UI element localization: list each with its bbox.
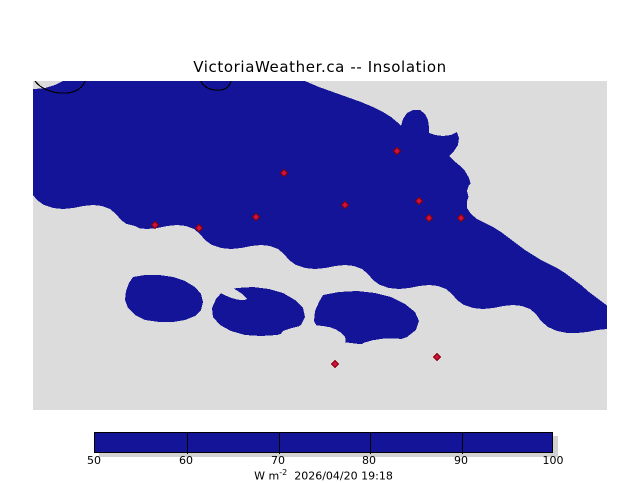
colorbar[interactable]: 50 60 70 80 90 100 W m-2 2026/04/20 19:18 [87, 432, 564, 483]
colorbar-tick [187, 433, 188, 454]
station-marker[interactable] [194, 223, 204, 233]
station-marker[interactable] [340, 200, 350, 210]
coastline-detail [88, 223, 429, 370]
station-marker[interactable] [392, 146, 402, 156]
station-marker[interactable] [432, 352, 442, 362]
station-marker[interactable] [414, 196, 424, 206]
colorbar-tick-label: 70 [271, 454, 285, 467]
units-exponent: -2 [279, 468, 288, 477]
colorbar-tick-label: 90 [454, 454, 468, 467]
colorbar-tick-label: 50 [87, 454, 101, 467]
colorbar-tick [279, 433, 280, 454]
map-plot-area[interactable] [33, 81, 607, 410]
colorbar-gradient[interactable] [94, 432, 553, 454]
colorbar-tick-label: 100 [542, 454, 564, 467]
colorbar-tick-label: 60 [179, 454, 193, 467]
map-graphic [33, 81, 607, 410]
station-marker[interactable] [424, 213, 434, 223]
station-markers[interactable] [150, 146, 466, 369]
colorbar-tick [462, 433, 463, 454]
station-marker[interactable] [330, 359, 340, 369]
station-marker[interactable] [279, 168, 289, 178]
colorbar-caption: W m-2 2026/04/20 19:18 [254, 468, 393, 483]
station-marker[interactable] [456, 213, 466, 223]
colorbar-tick [370, 433, 371, 454]
station-marker[interactable] [150, 220, 160, 230]
colorbar-tick-label: 80 [362, 454, 376, 467]
station-marker[interactable] [251, 212, 261, 222]
page-title: VictoriaWeather.ca -- Insolation [193, 58, 447, 76]
